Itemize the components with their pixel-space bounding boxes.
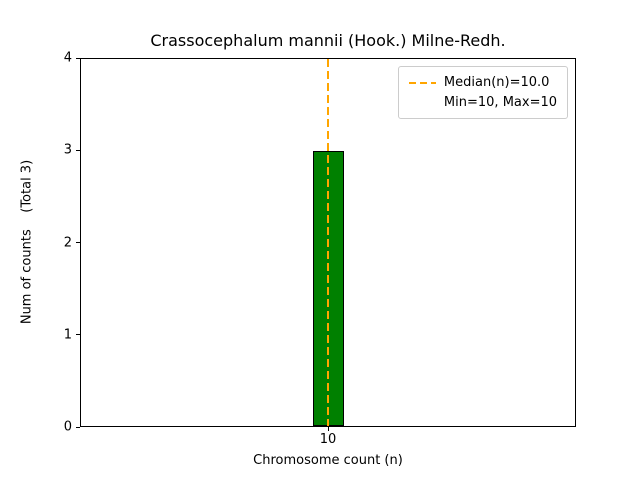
y-tick-mark: [76, 242, 80, 243]
y-tick-mark: [76, 149, 80, 151]
x-tick-label: 10: [319, 432, 337, 447]
x-tick-mark: [327, 427, 329, 431]
y-tick-mark: [76, 57, 80, 59]
plot-area: Median(n)=10.0 Min=10, Max=10: [80, 58, 576, 427]
median-line: [327, 59, 329, 426]
y-tick-label: 3: [63, 142, 72, 158]
legend-entry: Min=10, Max=10: [409, 94, 557, 111]
legend-label: Median(n)=10.0: [443, 75, 550, 90]
legend: Median(n)=10.0 Min=10, Max=10: [397, 66, 568, 119]
legend-label: Min=10, Max=10: [443, 95, 557, 110]
chart-title: Crassocephalum mannii (Hook.) Milne-Redh…: [150, 31, 506, 50]
legend-entry: Median(n)=10.0: [408, 74, 557, 91]
y-tick-label: 4: [63, 50, 72, 66]
legend-handle-spacer: [409, 102, 436, 104]
y-tick-mark: [76, 426, 80, 428]
y-tick-label: 1: [63, 327, 72, 343]
y-tick-label: 2: [63, 235, 72, 250]
x-axis-label: Chromosome count (n): [253, 453, 403, 468]
y-axis-label: Num of counts (Total 3): [19, 159, 35, 325]
y-tick-label: 0: [63, 419, 72, 435]
y-tick-mark: [76, 334, 80, 336]
median-line-legend-handle: [408, 81, 436, 84]
